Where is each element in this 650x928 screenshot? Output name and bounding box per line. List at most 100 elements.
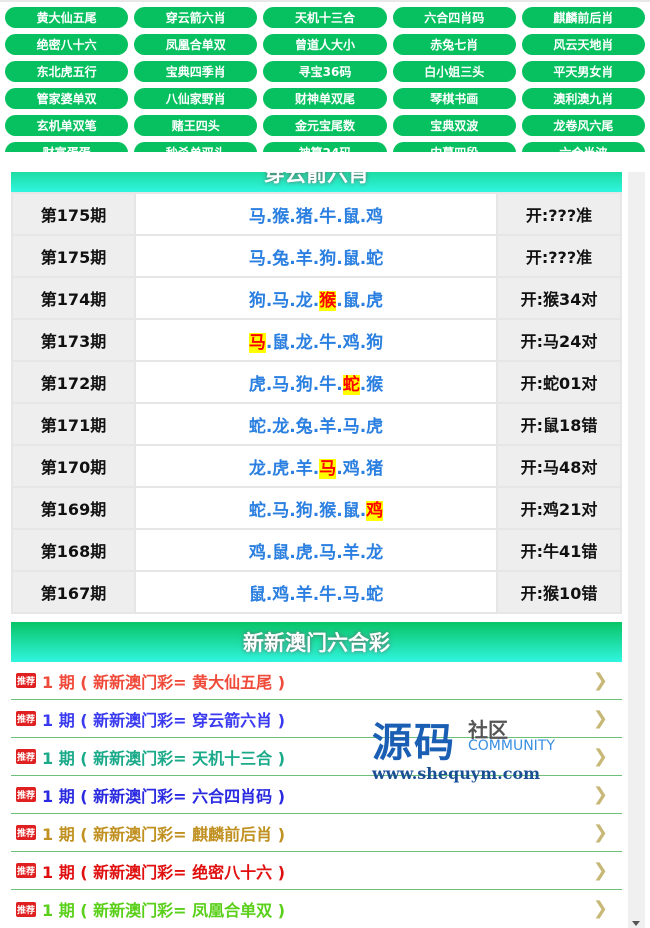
table-row: 第168期 鸡.鼠.虎.马.羊.龙 开:牛41错 [11,528,622,572]
list-item[interactable]: 推荐 1 期 ( 新新澳门彩= 凤凰合单双 ) ❯ [11,890,622,928]
nav-button[interactable]: 金元宝尾数 [263,115,387,136]
nav-button[interactable]: 赤兔七肖 [392,34,516,55]
zodiac-cell: 马.兔.羊.狗.鼠.蛇 [134,234,498,278]
nav-button[interactable]: 凤凰合单双 [134,34,258,55]
zodiac: 兔 [272,248,290,269]
zodiac-cell: 鸡.鼠.虎.马.羊.龙 [134,528,498,572]
list-item[interactable]: 推荐 1 期 ( 新新澳门彩= 麒麟前后肖 ) ❯ [11,814,622,852]
recommend-badge: 推荐 [16,711,37,726]
nav-button[interactable]: 八仙家野肖 [134,88,258,109]
zodiac-cell: 蛇.龙.兔.羊.马.虎 [134,402,498,446]
nav-button[interactable]: 澳利澳九肖 [521,88,645,109]
zodiac: 龙 [366,542,384,563]
nav-button[interactable]: 天机十三合 [263,7,387,28]
zodiac: 狗 [295,374,313,395]
nav-button[interactable]: 财神单双尾 [263,88,387,109]
zodiac: 虎 [366,290,384,311]
recommend-badge: 推荐 [16,749,37,764]
zodiac: 龙 [295,332,313,353]
scroll-down-arrow-icon[interactable] [632,921,640,926]
zodiac: 羊 [319,416,337,437]
zodiac: 鸡 [272,584,290,605]
scrollbar[interactable] [628,172,645,928]
zodiac: 猪 [295,206,313,227]
nav-button[interactable]: 寻宝36码 [263,61,387,82]
section-title: 新新澳门六合彩 [11,622,622,662]
zodiac: 兔 [295,416,313,437]
list-item[interactable]: 推荐 1 期 ( 新新澳门彩= 绝密八十六 ) ❯ [11,852,622,890]
result-cell: 开:???准 [496,234,622,278]
zodiac: 马 [248,248,266,269]
zodiac: 鼠 [342,206,360,227]
item-text: 1 期 ( 新新澳门彩= 黄大仙五尾 ) [42,672,286,692]
nav-button[interactable]: 曾道人大小 [263,34,387,55]
nav-button[interactable]: 绝密八十六 [5,34,129,55]
zodiac: 鸡 [342,458,360,479]
zodiac-cell: 鼠.鸡.羊.牛.马.蛇 [134,570,498,614]
zodiac: 鸡 [248,542,266,563]
result-cell: 开:猴10错 [496,570,622,614]
zodiac: 鼠 [342,500,360,521]
zodiac: 牛 [319,374,337,395]
zodiac: 牛 [319,584,337,605]
zodiac: 羊 [295,458,313,479]
chevron-right-icon: ❯ [592,860,608,881]
result-cell: 开:鼠18错 [496,402,622,446]
section-macau: 新新澳门六合彩 推荐 1 期 ( 新新澳门彩= 黄大仙五尾 ) ❯ 推荐 1 期 ( 新… [11,622,622,928]
zodiac: 虎 [366,416,384,437]
zodiac: 蛇 [342,374,360,395]
zodiac: 鸡 [342,332,360,353]
nav-button[interactable]: 管家婆单双 [5,88,129,109]
table-row: 第169期 蛇.马.狗.猴.鼠.鸡 开:鸡21对 [11,486,622,530]
period-cell: 第174期 [11,276,136,320]
list-item[interactable]: 推荐 1 期 ( 新新澳门彩= 穿云箭六肖 ) ❯ [11,700,622,738]
zodiac-cell: 虎.马.狗.牛.蛇.猴 [134,360,498,404]
chevron-right-icon: ❯ [592,898,608,919]
nav-button[interactable]: 黄大仙五尾 [5,7,129,28]
zodiac: 羊 [295,584,313,605]
period-cell: 第172期 [11,360,136,404]
zodiac: 鼠 [272,332,290,353]
list-item[interactable]: 推荐 1 期 ( 新新澳门彩= 天机十三合 ) ❯ [11,738,622,776]
zodiac-table: 第175期 马.猴.猪.牛.鼠.鸡 开:???准 第175期 马.兔.羊.狗.鼠.蛇 开:… [11,192,622,614]
zodiac: 牛 [319,332,337,353]
item-text: 1 期 ( 新新澳门彩= 绝密八十六 ) [42,862,286,882]
nav-button[interactable]: 琴棋书画 [392,88,516,109]
nav-button[interactable]: 麒麟前后肖 [521,7,645,28]
nav-button[interactable]: 穿云箭六肖 [134,7,258,28]
list-item[interactable]: 推荐 1 期 ( 新新澳门彩= 六合四肖码 ) ❯ [11,776,622,814]
zodiac: 马 [248,332,266,353]
zodiac: 龙 [295,290,313,311]
result-cell: 开:???准 [496,192,622,236]
period-cell: 第171期 [11,402,136,446]
chevron-right-icon: ❯ [592,746,608,767]
nav-button[interactable]: 宝典四季肖 [134,61,258,82]
zodiac: 龙 [272,416,290,437]
zodiac-cell: 龙.虎.羊.马.鸡.猪 [134,444,498,488]
recommend-badge: 推荐 [16,673,37,688]
nav-button[interactable]: 风云天地肖 [521,34,645,55]
zodiac: 猴 [366,374,384,395]
nav-button[interactable]: 东北虎五行 [5,61,129,82]
nav-button[interactable]: 赌王四头 [134,115,258,136]
result-cell: 开:蛇01对 [496,360,622,404]
nav-button[interactable]: 六合四肖码 [392,7,516,28]
zodiac: 狗 [248,290,266,311]
zodiac: 猪 [366,458,384,479]
zodiac: 虎 [295,542,313,563]
period-cell: 第169期 [11,486,136,530]
nav-button[interactable]: 龙卷风六尾 [521,115,645,136]
table-row: 第167期 鼠.鸡.羊.牛.马.蛇 开:猴10错 [11,570,622,614]
table-row: 第173期 马.鼠.龙.牛.鸡.狗 开:马24对 [11,318,622,362]
zodiac: 马 [272,500,290,521]
zodiac: 马 [342,416,360,437]
nav-button[interactable]: 平天男女肖 [521,61,645,82]
nav-button[interactable]: 白小姐三头 [392,61,516,82]
list-item[interactable]: 推荐 1 期 ( 新新澳门彩= 黄大仙五尾 ) ❯ [11,662,622,700]
item-text: 1 期 ( 新新澳门彩= 凤凰合单双 ) [42,901,286,920]
zodiac: 狗 [319,248,337,269]
zodiac: 鸡 [366,500,384,521]
nav-button[interactable]: 宝典双波 [392,115,516,136]
recommend-badge: 推荐 [16,901,37,917]
nav-button[interactable]: 玄机单双笔 [5,115,129,136]
